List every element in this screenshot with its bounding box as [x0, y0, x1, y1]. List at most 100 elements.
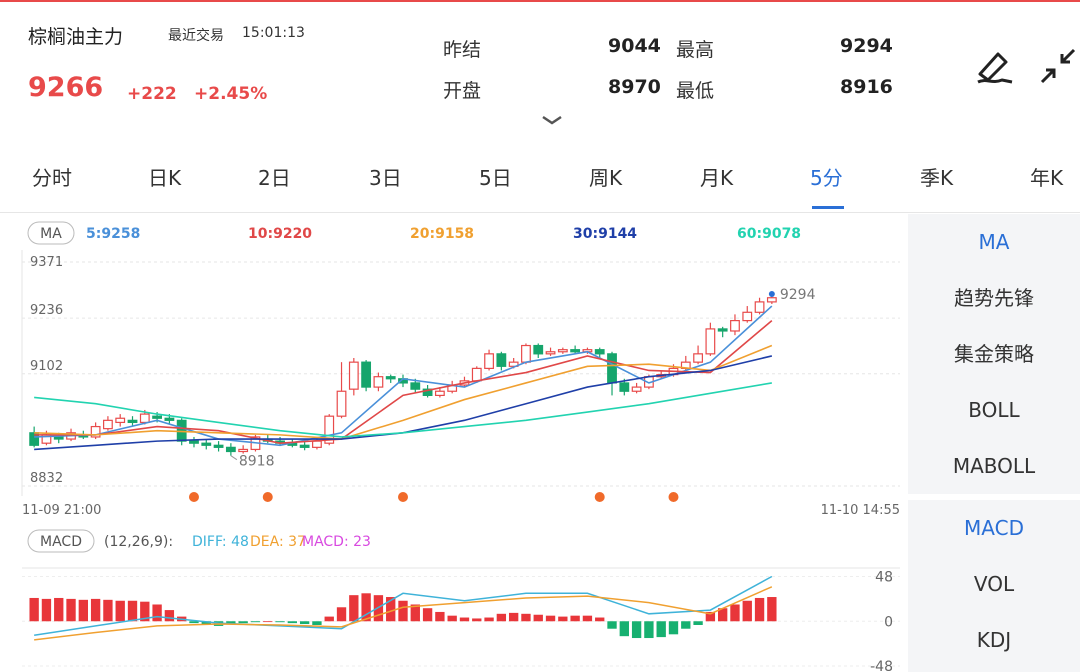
stat-value: 9044	[608, 35, 661, 57]
legend-entry: DIFF: 48	[192, 534, 249, 550]
macd-bar	[361, 593, 371, 622]
divider	[0, 212, 1080, 213]
menu-item[interactable]: BOLL	[968, 398, 1020, 422]
macd-bar	[54, 597, 64, 622]
tab[interactable]: 季K	[920, 166, 954, 190]
candle-body	[422, 388, 433, 397]
menu-item[interactable]: MACD	[964, 516, 1024, 540]
tab[interactable]: 日K	[148, 166, 182, 190]
ma-line	[34, 344, 773, 440]
tab[interactable]: 2日	[258, 166, 291, 190]
status: 最近交易	[168, 28, 224, 44]
macd-bar	[29, 597, 39, 622]
candle-body	[103, 419, 113, 430]
collapse-icon[interactable]	[1036, 44, 1080, 88]
y-tick-label: 9236	[30, 303, 63, 318]
macd-bar	[250, 621, 261, 623]
candle-body	[631, 386, 642, 392]
low-label: 8918	[239, 454, 275, 470]
signal-dot	[262, 492, 273, 502]
macd-bar	[558, 616, 568, 622]
stat-value: 9294	[840, 35, 893, 57]
macd-bar	[90, 598, 101, 622]
y-tick-label: 48	[875, 570, 893, 586]
macd-bar	[767, 597, 777, 622]
macd-bar	[656, 621, 666, 638]
candle-body	[496, 353, 507, 367]
tab[interactable]: 月K	[700, 166, 734, 190]
menu-item[interactable]: MABOLL	[952, 454, 1036, 478]
candle-body	[594, 349, 605, 355]
candle-body	[730, 319, 740, 332]
tab[interactable]: 周K	[589, 166, 623, 190]
candle-body	[189, 440, 199, 444]
candle-body	[139, 413, 150, 424]
menu-item[interactable]: KDJ	[976, 628, 1012, 652]
signal-dot	[668, 492, 679, 502]
macd-bar	[742, 600, 752, 622]
candle-body	[717, 328, 728, 332]
candle-body	[705, 328, 716, 355]
candle-body	[545, 351, 556, 355]
ma-line	[34, 319, 773, 445]
ma-line	[34, 305, 773, 447]
candle-body	[201, 442, 212, 446]
candle-body	[164, 417, 175, 421]
legend-entry: 30:9144	[573, 226, 637, 242]
candle-body	[336, 390, 347, 417]
time: 15:01:13	[242, 25, 305, 41]
menu-item[interactable]: 趋势先锋	[954, 286, 1034, 310]
macd-bar	[472, 618, 482, 622]
macd-bar	[386, 597, 396, 622]
tab[interactable]: 分时	[32, 166, 72, 190]
ma-line	[34, 355, 773, 451]
macd-bar	[299, 621, 310, 625]
macd-bar	[754, 597, 765, 622]
macd-line	[34, 586, 773, 641]
macd-bar	[140, 601, 150, 622]
menu-item[interactable]: VOL	[973, 572, 1015, 596]
kline-chart: MA 5:9258 10:9220 20:9158 30:9144 60:9078 9371…	[21, 221, 900, 672]
draw-icon[interactable]	[972, 44, 1016, 88]
tab[interactable]: 年K	[1030, 166, 1064, 190]
macd-bar	[459, 617, 470, 622]
candle-body	[521, 344, 531, 363]
macd-bar	[189, 621, 199, 624]
stat-value: 8916	[840, 76, 893, 98]
change: +222	[127, 84, 177, 104]
legend-tag: MACD	[40, 534, 82, 550]
menu-item[interactable]: 集金策略	[954, 342, 1034, 366]
tab[interactable]: 3日	[369, 166, 402, 190]
candle-body	[373, 376, 384, 388]
candle-body	[53, 436, 64, 440]
macd-bar	[275, 621, 285, 623]
macd-bar	[631, 621, 642, 639]
macd-bar	[287, 621, 298, 624]
macd-bar	[533, 614, 543, 622]
macd-bar	[127, 600, 138, 622]
macd-bar	[705, 611, 716, 622]
tab[interactable]: 5日	[479, 166, 512, 190]
candle-body	[471, 367, 482, 382]
macd-bar	[582, 615, 593, 622]
low-pointer	[230, 455, 238, 461]
stat-label: 最低	[676, 80, 715, 102]
macd-bar	[152, 604, 162, 622]
macd-bar	[496, 613, 507, 622]
menu-item[interactable]: MA	[978, 230, 1010, 254]
tab-underline	[812, 206, 844, 209]
signal-dot	[594, 492, 605, 502]
sub-indicator-menu: MACD VOL KDJ	[908, 500, 1080, 672]
candle-body	[225, 446, 236, 453]
candle-body	[754, 301, 765, 313]
macd-bar	[595, 617, 605, 622]
tab[interactable]: 5分	[810, 166, 843, 190]
candle-body	[299, 444, 310, 448]
candle-body	[213, 444, 224, 448]
macd-bar	[336, 607, 347, 622]
x-end-label: 11-10 14:55	[821, 503, 900, 518]
expand-arrow[interactable]	[540, 112, 564, 126]
high-dot	[768, 291, 775, 297]
legend-entry: 20:9158	[410, 226, 474, 242]
indicator-menu: MA 趋势先锋集金策略 BOLL MABOLL	[908, 214, 1080, 494]
